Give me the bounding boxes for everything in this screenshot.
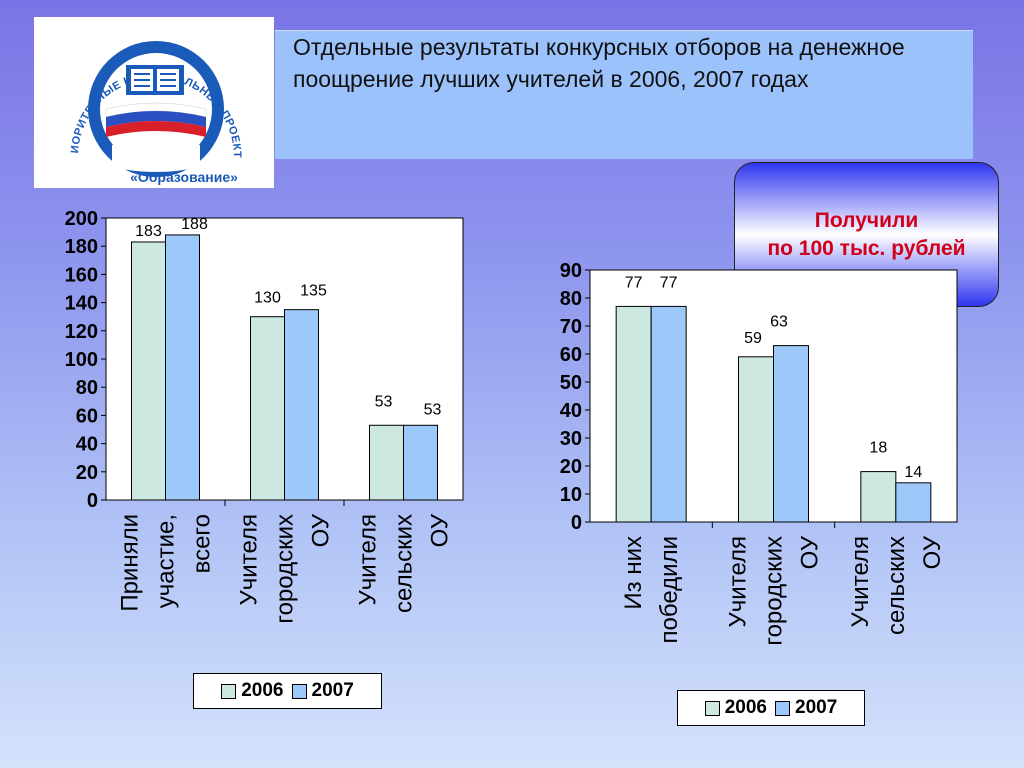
x-category-label: Учителя городских ОУ [725,535,824,645]
data-label: 63 [770,314,788,331]
legend-chart-2: 2006 2007 [677,690,865,726]
x-category-label: Приняли участие, всего [117,514,216,612]
x-category-label: Из них победили [620,536,683,643]
bar-2007 [403,424,438,501]
legend-label-2006: 2006 [724,697,767,718]
data-label: 18 [869,440,887,457]
y-tick-label: 180 [65,236,98,258]
logo-name: «Образование» [130,169,238,185]
y-tick-label: 60 [560,344,582,366]
y-tick-label: 20 [560,456,582,478]
data-label: 14 [904,464,922,481]
callout-line-2: по 100 тыс. рублей [767,236,966,260]
y-tick-label: 80 [560,288,582,310]
bar-2007 [650,305,687,523]
y-tick-label: 10 [560,484,582,506]
y-tick-label: 50 [560,372,582,394]
legend-chart-1: 2006 2007 [193,673,382,709]
y-tick-label: 20 [76,462,98,484]
y-tick-label: 160 [65,264,98,286]
data-label: 53 [375,393,393,410]
bar-2007 [895,482,932,523]
callout-line-1: Получили [814,208,919,232]
legend-label-2007: 2007 [795,697,838,718]
y-tick-label: 90 [560,260,582,282]
data-label: 77 [625,274,643,291]
legend-swatch-2006 [221,683,237,699]
data-label: 188 [181,216,208,233]
legend-label-2007: 2007 [311,680,354,701]
bar-2006 [131,241,166,501]
logo-emblem: ПРИОРИТЕТНЫЕ НАЦИОНАЛЬНЫЕ ПРОЕКТЫ «Образ… [28,8,242,185]
y-tick-label: 70 [560,316,582,338]
title-band: Отдельные результаты конкурсных отборов … [275,30,973,159]
legend-label-2006: 2006 [241,680,284,701]
y-tick-label: 140 [65,293,98,315]
bar-2006 [369,424,404,501]
y-tick-label: 60 [76,405,98,427]
y-tick-label: 120 [65,321,98,343]
legend-swatch-2006 [704,700,720,716]
bar-2007 [165,234,200,501]
data-label: 135 [300,283,327,300]
bar-2007 [284,309,319,501]
legend-swatch-2007 [775,700,790,716]
x-category-label: Учителя сельских ОУ [355,513,454,613]
bar-2006 [860,471,897,523]
y-tick-label: 100 [65,349,98,371]
data-label: 59 [744,330,762,347]
y-tick-label: 40 [76,434,98,456]
data-label: 53 [424,401,442,418]
page-title: Отдельные результаты конкурсных отборов … [293,34,905,92]
x-category-label: Учителя сельских ОУ [847,535,946,635]
data-label: 130 [254,290,281,307]
bar-2007 [773,345,809,523]
y-tick-label: 200 [65,208,98,230]
y-tick-label: 40 [560,400,582,422]
y-tick-label: 80 [76,377,98,399]
logo: ПРИОРИТЕТНЫЕ НАЦИОНАЛЬНЫЕ ПРОЕКТЫ «Образ… [28,8,274,188]
data-label: 77 [660,274,678,291]
data-label: 183 [135,223,162,240]
x-category-label: Учителя городских ОУ [236,513,335,623]
legend-swatch-2007 [291,683,307,699]
y-tick-label: 0 [87,490,98,512]
y-tick-label: 0 [571,512,582,534]
y-tick-label: 30 [560,428,582,450]
bar-2006 [250,316,285,501]
bar-2006 [615,305,652,523]
bar-2006 [738,356,774,523]
